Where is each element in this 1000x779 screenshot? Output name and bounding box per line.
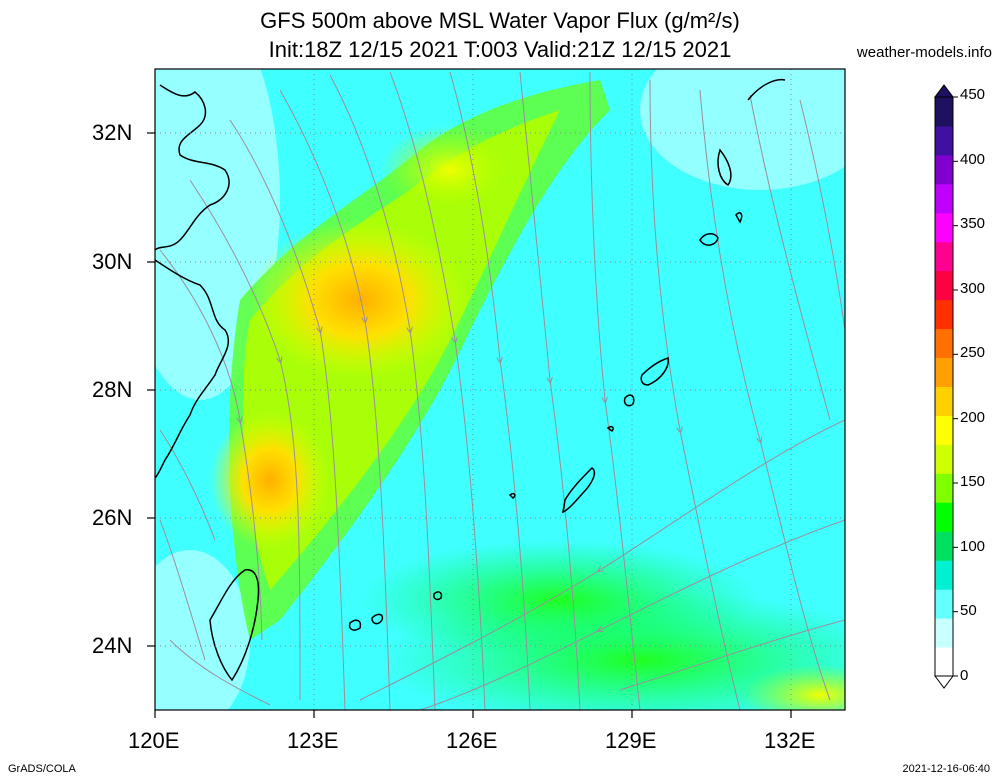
colorbar-swatch [935, 125, 953, 156]
map-title: GFS 500m above MSL Water Vapor Flux (g/m… [260, 8, 740, 33]
colorbar-swatch [935, 618, 953, 648]
colorbar-min-triangle [934, 675, 954, 689]
colorbar-label-250: 250 [960, 344, 986, 361]
lat-label-32n: 32N [92, 120, 133, 145]
colorbar-max-triangle [934, 84, 954, 98]
colorbar-swatch [935, 212, 953, 243]
lon-label-129e: 129E [605, 728, 657, 753]
streamlines [159, 71, 845, 710]
map-subtitle: Init:18Z 12/15 2021 T:003 Valid:21Z 12/1… [268, 37, 732, 62]
colorbar-swatch [935, 270, 953, 301]
colorbar-label-300: 300 [960, 280, 986, 297]
lat-label-30n: 30N [92, 249, 133, 274]
site-label: weather-models.info [856, 44, 992, 61]
colorbar-swatch [935, 647, 953, 677]
lat-label-28n: 28N [92, 377, 133, 402]
colorbar-label-50: 50 [960, 602, 977, 619]
colorbar-label-150: 150 [960, 473, 986, 490]
colorbar-swatch [935, 183, 953, 214]
colorbar-swatch [935, 531, 953, 561]
colorbar-swatch [935, 328, 953, 359]
colorbar-swatch [935, 560, 953, 590]
colorbar-swatch [935, 444, 953, 474]
colorbar-label-100: 100 [960, 538, 986, 555]
lon-label-132e: 132E [764, 728, 816, 753]
colorbar-swatch [935, 97, 953, 127]
colorbar-swatch [935, 415, 953, 445]
colorbar-swatch [935, 473, 953, 503]
colorbar-swatch [935, 357, 953, 387]
footer-credit: GrADS/COLA [8, 763, 76, 775]
flux-field [155, 69, 845, 710]
lon-label-123e: 123E [287, 728, 339, 753]
lon-label-120e: 120E [128, 728, 180, 753]
colorbar-swatch [935, 589, 953, 619]
colorbar-swatch [935, 502, 953, 532]
colorbar-label-0: 0 [960, 667, 969, 684]
colorbar-swatch [935, 299, 953, 330]
lat-label-24n: 24N [92, 633, 133, 658]
axis-ticks [147, 132, 792, 718]
colorbar [934, 84, 958, 689]
colorbar-label-450: 450 [960, 86, 986, 103]
lon-label-126e: 126E [446, 728, 498, 753]
colorbar-label-200: 200 [960, 409, 986, 426]
colorbar-label-400: 400 [960, 151, 986, 168]
colorbar-swatch [935, 241, 953, 272]
footer-timestamp: 2021-12-16-06:40 [902, 763, 990, 775]
lat-label-26n: 26N [92, 505, 133, 530]
colorbar-frame [934, 96, 954, 677]
colorbar-swatch [935, 386, 953, 416]
colorbar-swatch [935, 154, 953, 185]
coastlines [155, 78, 786, 682]
graticule [155, 69, 845, 710]
colorbar-label-350: 350 [960, 215, 986, 232]
